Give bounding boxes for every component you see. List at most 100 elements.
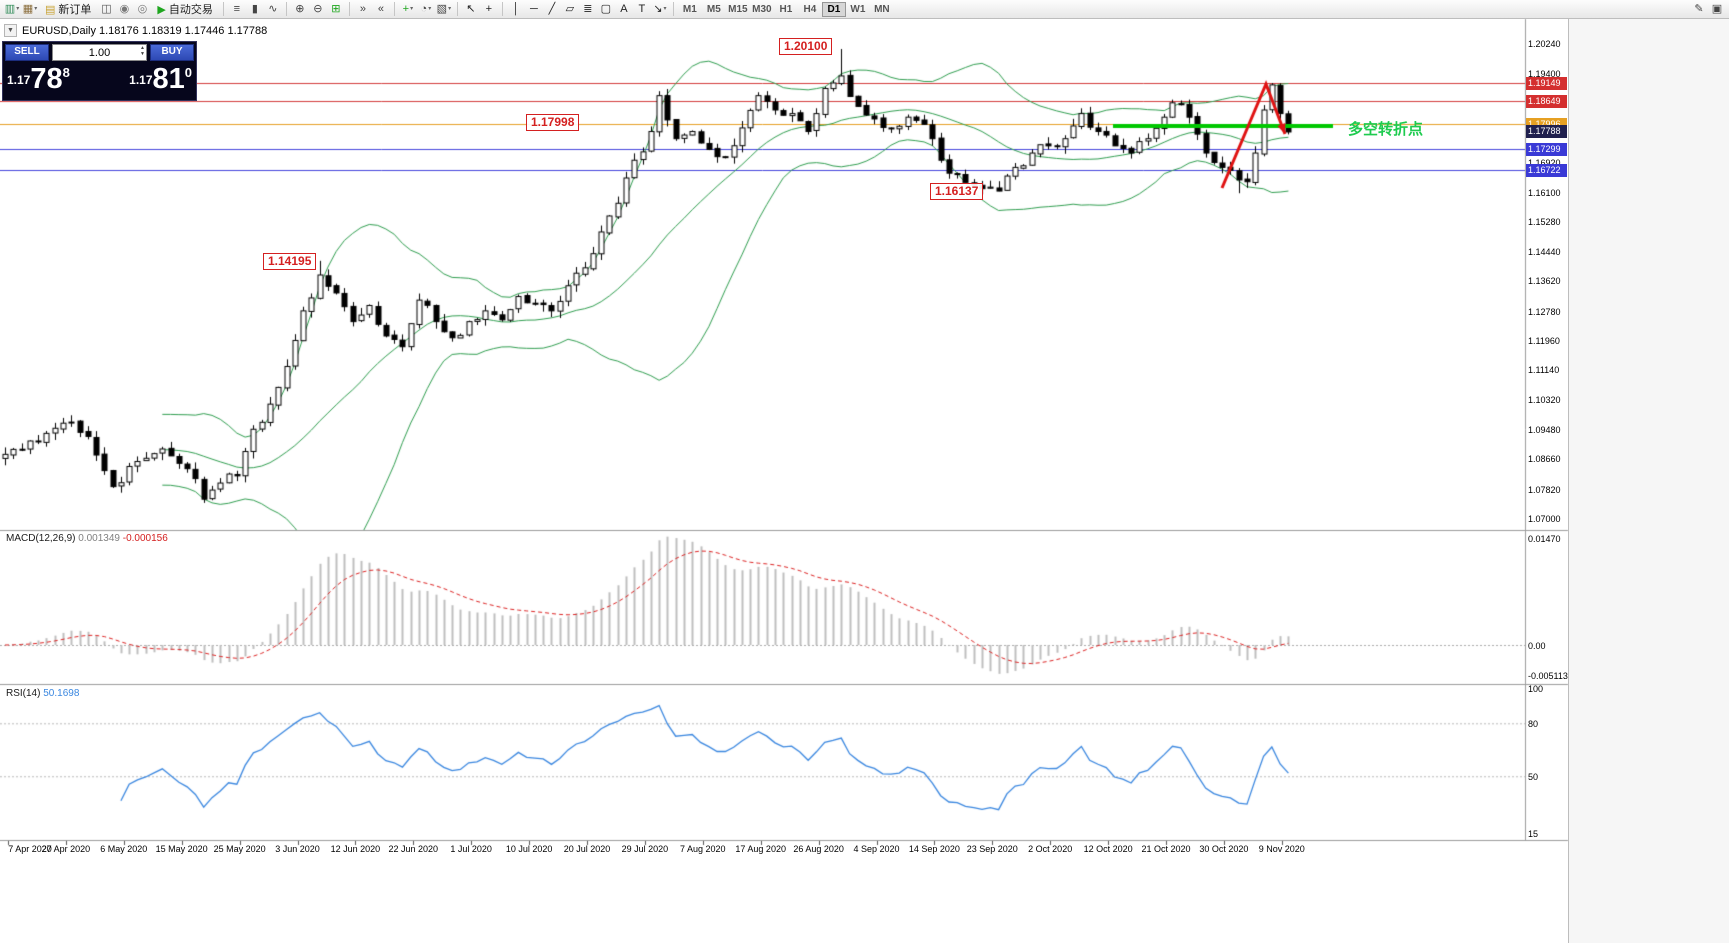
price-axis-label: 1.16920 <box>1528 158 1561 168</box>
toolbar-separator <box>393 2 395 16</box>
new-order-button[interactable]: ▤ 新订单 <box>39 1 97 17</box>
rsi-axis-label: 15 <box>1528 829 1539 839</box>
arrow-tools-icon[interactable]: ↘ ▾ <box>653 2 667 15</box>
dropdown-arrow-icon: ▾ <box>448 5 452 12</box>
edit-pencil-icon[interactable]: ✎ <box>1694 2 1704 15</box>
time-axis-label: 4 Sep 2020 <box>853 844 900 854</box>
rsi-value: 50.1698 <box>43 688 80 699</box>
auto-scroll-icon[interactable]: » <box>359 2 366 15</box>
time-axis-label: 10 Jul 2020 <box>505 844 553 854</box>
price-axis-label: 1.09480 <box>1528 424 1561 435</box>
price-annotation-flag[interactable]: 1.14195 <box>263 253 317 270</box>
price-axis-label: 1.08660 <box>1528 454 1561 465</box>
profiles-icon[interactable]: ▦ ▾ <box>22 2 38 15</box>
price-axis-label: 1.16100 <box>1528 187 1561 198</box>
rsi-name: RSI(14) <box>6 688 41 699</box>
rsi-title: RSI(14) 50.1698 <box>6 688 79 699</box>
macd-name: MACD(12,26,9) <box>6 533 76 544</box>
toolbar-separator <box>501 2 503 16</box>
line-chart-icon[interactable]: ∿ <box>268 2 278 15</box>
sell-price: 1.17 78 8 <box>7 61 70 97</box>
text-icon[interactable]: A <box>620 2 628 15</box>
one-click-trading-panel: SELL 1.00 ▲ ▼ BUY 1.17 78 8 1.17 81 0 <box>2 41 197 101</box>
time-axis-label: 12 Jun 2020 <box>330 844 381 854</box>
chart-windows-icon[interactable]: ◫ <box>101 2 112 15</box>
time-axis-label: 20 Jul 2020 <box>563 844 611 854</box>
price-axis-label: 1.20240 <box>1528 39 1561 49</box>
timeframe-m30-button[interactable]: M30 <box>752 3 772 15</box>
volume-spinner[interactable]: ▲ ▼ <box>140 45 145 57</box>
turning-point-note[interactable]: 多空转折点 <box>1348 121 1424 138</box>
toolbar-separator <box>222 2 224 16</box>
toolbar-separator <box>348 2 350 16</box>
timeframe-w1-button[interactable]: W1 <box>850 3 866 15</box>
sell-button[interactable]: SELL <box>5 44 49 61</box>
time-axis-label: 15 May 2020 <box>155 844 208 854</box>
spinner-up-icon[interactable]: ▲ <box>140 45 145 51</box>
sell-price-small: 1.17 <box>7 73 31 87</box>
price-annotation-flag[interactable]: 1.17998 <box>526 114 580 131</box>
crosshair-icon[interactable]: + <box>485 2 493 15</box>
window-layout-icon[interactable]: ▣ <box>1711 2 1723 15</box>
zoom-out-icon[interactable]: ⊖ <box>313 2 323 15</box>
text-label-icon[interactable]: T <box>638 2 646 15</box>
time-axis-label: 23 Sep 2020 <box>966 844 1018 854</box>
periods-icon[interactable]: ◔ ▾ <box>420 2 432 15</box>
price-axis-label: 1.19400 <box>1528 69 1561 80</box>
tile-windows-icon[interactable]: ⊞ <box>331 2 341 15</box>
price-axis-label: 1.14440 <box>1528 247 1561 258</box>
time-axis-label: 22 Jun 2020 <box>388 844 439 854</box>
templates-icon[interactable]: ▧ ▾ <box>436 2 452 15</box>
timeframe-m1-button[interactable]: M1 <box>682 3 697 15</box>
vertical-line-icon[interactable]: │ <box>512 2 520 15</box>
time-axis-label: 9 Nov 2020 <box>1258 844 1305 854</box>
price-axis-tag: 1.18649 <box>1526 95 1567 108</box>
time-axis-label: 26 Aug 2020 <box>793 844 844 854</box>
price-axis-label: 1.11140 <box>1528 365 1560 376</box>
time-axis-label: 21 Oct 2020 <box>1141 844 1191 854</box>
price-axis-label: 1.07820 <box>1528 484 1561 495</box>
spinner-down-icon[interactable]: ▼ <box>140 51 145 57</box>
navigator-icon[interactable]: ◎ <box>137 2 148 15</box>
dropdown-arrow-icon: ▾ <box>663 5 667 12</box>
chart-menu-icon[interactable]: ▼ <box>4 24 17 37</box>
price-axis-label: 1.12780 <box>1528 306 1561 317</box>
macd-signal-value: -0.000156 <box>122 533 168 544</box>
rsi-axis-label: 50 <box>1528 772 1539 783</box>
market-watch-icon[interactable]: ◉ <box>119 2 130 15</box>
trendline-icon[interactable]: ╱ <box>548 2 556 15</box>
equidistant-channel-icon[interactable]: ▱ <box>565 2 575 15</box>
timeframe-h4-button[interactable]: H4 <box>803 3 817 15</box>
timeframe-mn-button[interactable]: MN <box>874 3 890 15</box>
cursor-icon[interactable]: ↖ <box>466 2 476 15</box>
chart-shift-icon[interactable]: « <box>377 2 384 15</box>
fibonacci-icon[interactable]: ≣ <box>583 2 593 15</box>
indicators-icon[interactable]: + ▾ <box>402 2 414 15</box>
timeframe-h1-button[interactable]: H1 <box>779 3 793 15</box>
price-annotation-flag[interactable]: 1.16137 <box>930 183 984 200</box>
timeframe-m15-button[interactable]: M15 <box>728 3 748 15</box>
horizontal-line-icon[interactable]: ─ <box>529 2 538 15</box>
dropdown-arrow-icon: ▾ <box>16 5 20 12</box>
timeframe-d1-button[interactable]: D1 <box>821 1 846 17</box>
buy-price: 1.17 81 0 <box>129 61 192 97</box>
price-axis-label: 1.15280 <box>1528 216 1561 227</box>
new-chart-icon[interactable]: ▥ ▾ <box>4 2 20 15</box>
price-annotation-flag[interactable]: 1.20100 <box>779 38 833 55</box>
time-axis-label: 30 Oct 2020 <box>1199 844 1249 854</box>
volume-value: 1.00 <box>88 46 111 59</box>
volume-input[interactable]: 1.00 ▲ ▼ <box>52 44 147 61</box>
zoom-in-icon[interactable]: ⊕ <box>295 2 305 15</box>
price-axis-label: 1.13620 <box>1528 276 1561 287</box>
candlestick-chart-icon[interactable]: ▮ <box>251 2 258 15</box>
bar-chart-icon[interactable]: ≡ <box>233 2 241 15</box>
toolbar-separator <box>672 2 674 16</box>
shapes-icon[interactable]: ▢ <box>600 2 612 15</box>
auto-trading-button[interactable]: ▶ 自动交易 <box>151 1 218 17</box>
buy-button[interactable]: BUY <box>150 44 194 61</box>
time-axis-label: 7 Apr 2020 <box>8 844 52 854</box>
timeframe-m5-button[interactable]: M5 <box>706 3 721 15</box>
price-axis-tag: 1.16722 <box>1526 164 1567 177</box>
new-order-button-icon: ▤ <box>45 3 56 16</box>
